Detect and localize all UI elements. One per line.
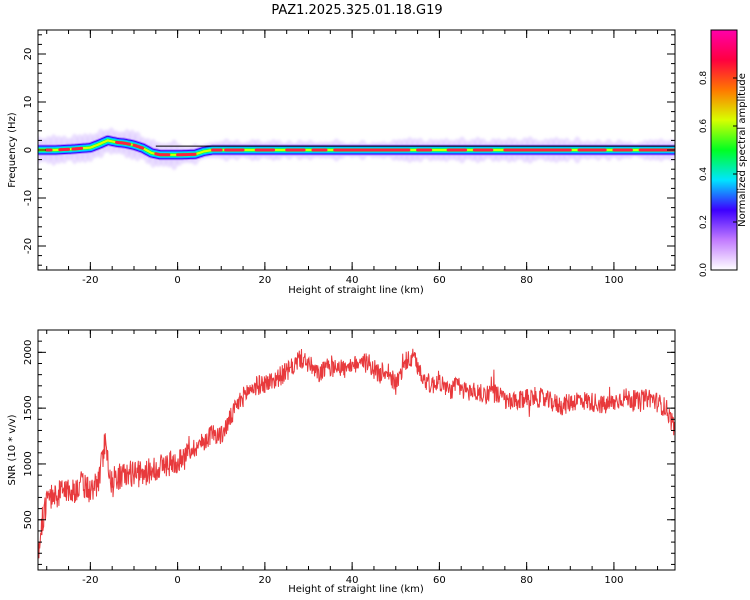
snr-x-tick-label: 40 xyxy=(346,575,359,586)
colorbar-strip xyxy=(710,29,738,271)
snr-x-tick-label: 60 xyxy=(433,575,446,586)
spectrogram-peak-segment xyxy=(154,152,171,157)
colorbar-ticks: 0.0 0.2 0.4 0.6 0.8 xyxy=(699,71,737,278)
spectrogram-x-tick-label: 40 xyxy=(346,275,359,286)
spectrogram-x-tick-label: 60 xyxy=(433,275,446,286)
spectrogram-y-tick-label: 20 xyxy=(23,48,34,61)
chart-title: PAZ1.2025.325.01.18.G19 xyxy=(271,3,442,18)
colorbar: 0.0 0.2 0.4 0.6 0.8 Normalized spectral ampl… xyxy=(699,29,748,278)
spectrogram-y-axis-label: Frequency (Hz) xyxy=(7,112,18,188)
snr-x-tick-label: 100 xyxy=(604,575,623,586)
spectrogram-y-tick-label: 10 xyxy=(23,96,34,109)
snr-x-tick-label: -20 xyxy=(82,575,98,586)
snr-frame xyxy=(37,329,676,571)
colorbar-tick-label: 0.0 xyxy=(699,263,709,278)
spectrogram-y-tick-label: -20 xyxy=(23,238,34,254)
spectrogram-y-tick-label: -10 xyxy=(23,190,34,206)
snr-y-tick-label: 1000 xyxy=(23,451,34,476)
colorbar-tick-label: 0.8 xyxy=(699,71,709,86)
colorbar-tick-label: 0.4 xyxy=(699,167,709,182)
spectrogram-x-tick-label: -20 xyxy=(82,275,98,286)
spectrogram-peak-segment xyxy=(176,152,197,157)
snr-x-tick-label: 80 xyxy=(520,575,533,586)
snr-series xyxy=(38,348,675,559)
spectrogram-ridge xyxy=(38,127,675,171)
snr-y-tick-label: 500 xyxy=(23,510,34,529)
spectrogram-ticks: -20 0 20 40 60 80 100 -20 -10 0 10 20 xyxy=(23,30,675,286)
snr-x-axis-label: Height of straight line (km) xyxy=(288,584,424,595)
spectrogram-peak-segment xyxy=(115,140,132,146)
snr-y-tick-label: 1500 xyxy=(23,395,34,420)
spectrogram-x-tick-label: 80 xyxy=(520,275,533,286)
spectrogram-x-tick-label: 0 xyxy=(174,275,180,286)
spectrogram-panel: -20 0 20 40 60 80 100 -20 -10 0 10 20 Height of str… xyxy=(7,29,676,296)
colorbar-tick-label: 0.6 xyxy=(699,119,709,134)
spectrogram-peak-segment xyxy=(71,146,84,151)
colorbar-label: Normalized spectral amplitude xyxy=(737,73,748,227)
spectrogram-y-tick-label: 0 xyxy=(23,147,34,153)
colorbar-tick-label: 0.2 xyxy=(699,215,709,229)
spectrogram-peak-segment xyxy=(58,147,70,152)
snr-panel: -20 0 20 40 60 80 100 500 1000 1500 2000 Height of… xyxy=(7,329,676,595)
snr-y-tick-label: 2000 xyxy=(23,340,34,365)
snr-ticks: -20 0 20 40 60 80 100 500 1000 1500 2000 xyxy=(23,329,675,586)
snr-x-tick-label: 0 xyxy=(174,575,180,586)
spectrogram-x-axis-label: Height of straight line (km) xyxy=(288,285,424,296)
spectrogram-x-tick-label: 100 xyxy=(604,275,623,286)
snr-line xyxy=(38,348,675,559)
snr-y-axis-label: SNR (10 * v/v) xyxy=(7,414,18,485)
spectrogram-x-tick-label: 20 xyxy=(259,275,272,286)
spectrogram-peak-segment xyxy=(132,143,145,150)
snr-x-tick-label: 20 xyxy=(259,575,272,586)
